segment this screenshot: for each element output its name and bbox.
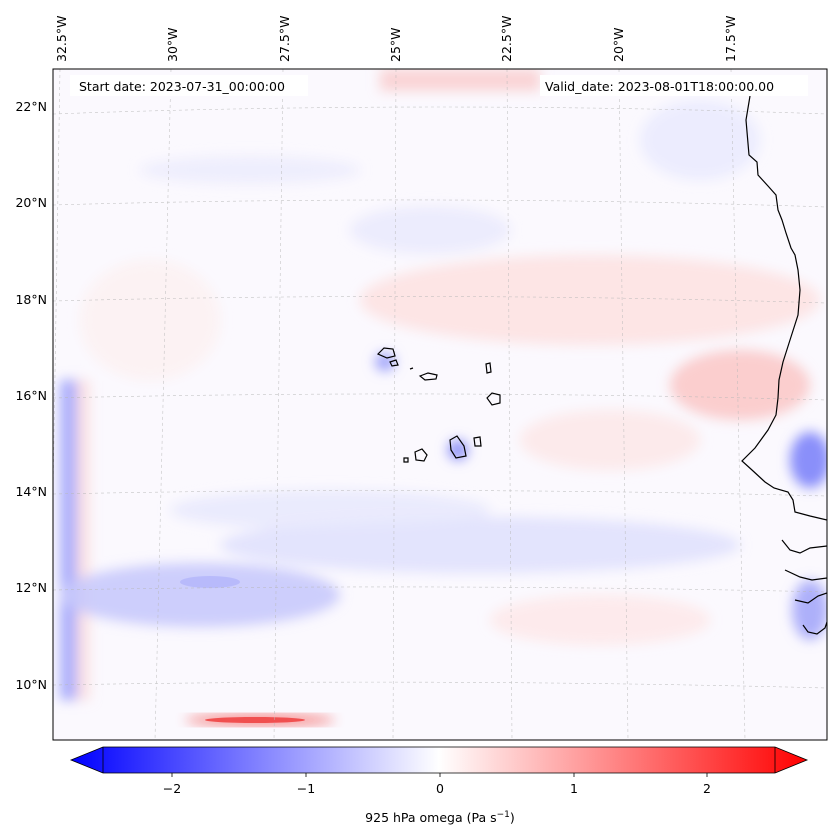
cape-verde-islands	[376, 347, 501, 463]
latitude-labels: 22°N 20°N 18°N 16°N 14°N 12°N 10°N	[15, 99, 47, 692]
colorbar-tick-label: 0	[436, 781, 444, 796]
lat-label: 20°N	[15, 195, 47, 210]
lat-label: 16°N	[15, 388, 47, 403]
colorbar-tick-label: 2	[703, 781, 711, 796]
colorbar-scale	[69, 746, 809, 774]
colorbar-label: 925 hPa omega (Pa s−1)	[365, 810, 515, 825]
gridlines	[53, 69, 827, 740]
colorbar-tick-label: 1	[570, 781, 578, 796]
valid-date-label: Valid_date: 2023-08-01T18:00:00.00	[545, 79, 774, 94]
valid-date-box	[540, 75, 808, 96]
lon-label: 17.5°W	[723, 16, 738, 62]
lon-label: 20°W	[611, 27, 626, 62]
lon-label: 27.5°W	[277, 16, 292, 62]
lat-label: 18°N	[15, 292, 47, 307]
coastline	[741, 95, 827, 635]
colorbar-tick-label: −1	[297, 781, 315, 796]
map-frame	[52, 68, 828, 741]
lat-label: 10°N	[15, 677, 47, 692]
lat-label: 12°N	[15, 580, 47, 595]
start-date-box	[70, 75, 308, 96]
lat-label: 14°N	[15, 484, 47, 499]
longitude-labels: 32.5°W 30°W 27.5°W 25°W 22.5°W 20°W 17.5…	[54, 16, 738, 62]
lon-label: 22.5°W	[499, 16, 514, 62]
lat-label: 22°N	[15, 99, 47, 114]
lon-label: 25°W	[388, 27, 403, 62]
lon-label: 32.5°W	[54, 16, 69, 62]
omega-field: Start date: 2023-07-31_00:00:00 Valid_da…	[53, 69, 827, 740]
colorbar: −2 −1 0 1 2 925 hPa omega (Pa s−1)	[69, 746, 809, 825]
colorbar-tick-label: −2	[163, 781, 181, 796]
start-date-label: Start date: 2023-07-31_00:00:00	[79, 79, 285, 94]
lon-label: 30°W	[165, 27, 180, 62]
